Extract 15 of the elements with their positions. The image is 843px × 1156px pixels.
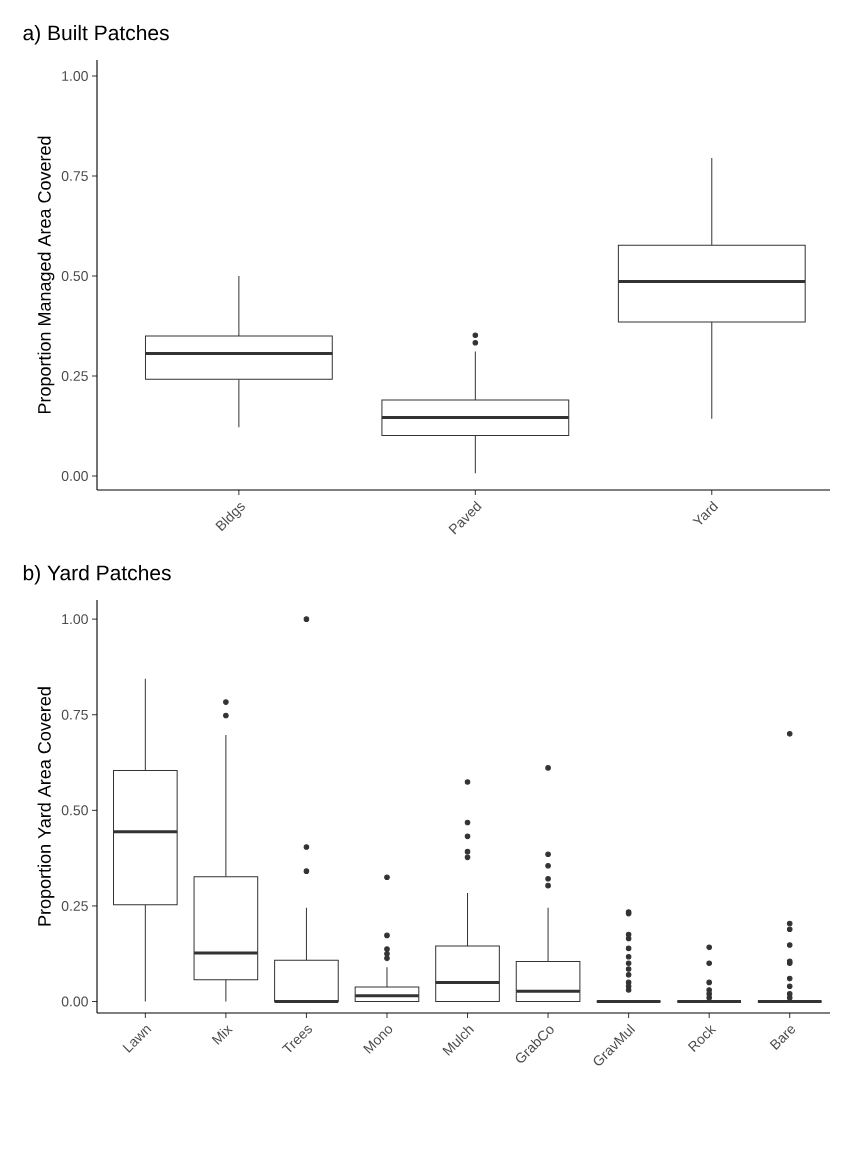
y-tick-label: 0.25: [61, 371, 88, 381]
y-axis-title: Proportion Yard Area Covered: [37, 687, 55, 926]
chart-title: a) Built Patches: [23, 24, 169, 45]
y-tick-label: 0.50: [61, 805, 88, 816]
y-tick-label: 0.75: [61, 171, 88, 181]
y-tick-label: 0.50: [61, 271, 88, 281]
y-tick-label: 0.00: [61, 996, 88, 1007]
chart-title: b) Yard Patches: [23, 564, 171, 585]
y-tick-label: 1.00: [62, 71, 88, 81]
y-axis-title: Proportion Managed Area Covered: [37, 136, 55, 414]
y-tick-label: 0.25: [61, 900, 88, 911]
y-tick-label: 0.75: [61, 709, 88, 720]
y-tick-label: 1.00: [62, 614, 88, 625]
x-tick-label: Mix: [211, 1025, 233, 1045]
y-tick-label: 0.00: [61, 471, 88, 481]
